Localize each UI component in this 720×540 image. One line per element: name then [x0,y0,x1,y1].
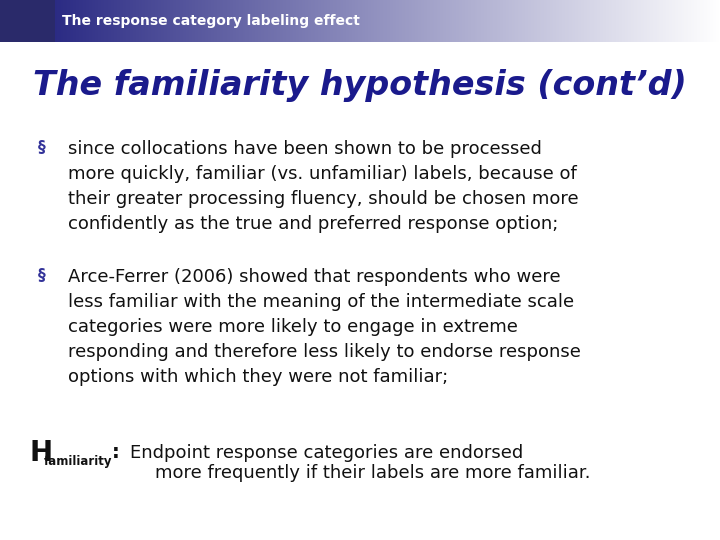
Text: more frequently if their labels are more familiar.: more frequently if their labels are more… [155,464,590,482]
Text: The familiarity hypothesis (cont’d): The familiarity hypothesis (cont’d) [33,69,687,102]
Text: Arce-Ferrer (2006) showed that respondents who were
less familiar with the meani: Arce-Ferrer (2006) showed that responden… [68,268,581,386]
Text: H: H [30,439,53,467]
Text: :: : [112,443,120,462]
Text: since collocations have been shown to be processed
more quickly, familiar (vs. u: since collocations have been shown to be… [68,140,579,233]
Text: The response category labeling effect: The response category labeling effect [62,14,360,28]
Text: Endpoint response categories are endorsed: Endpoint response categories are endorse… [130,444,523,462]
Bar [0,0,55,42]
Text: familiarity: familiarity [44,455,112,468]
Text: §: § [38,140,46,155]
Text: §: § [38,268,46,283]
